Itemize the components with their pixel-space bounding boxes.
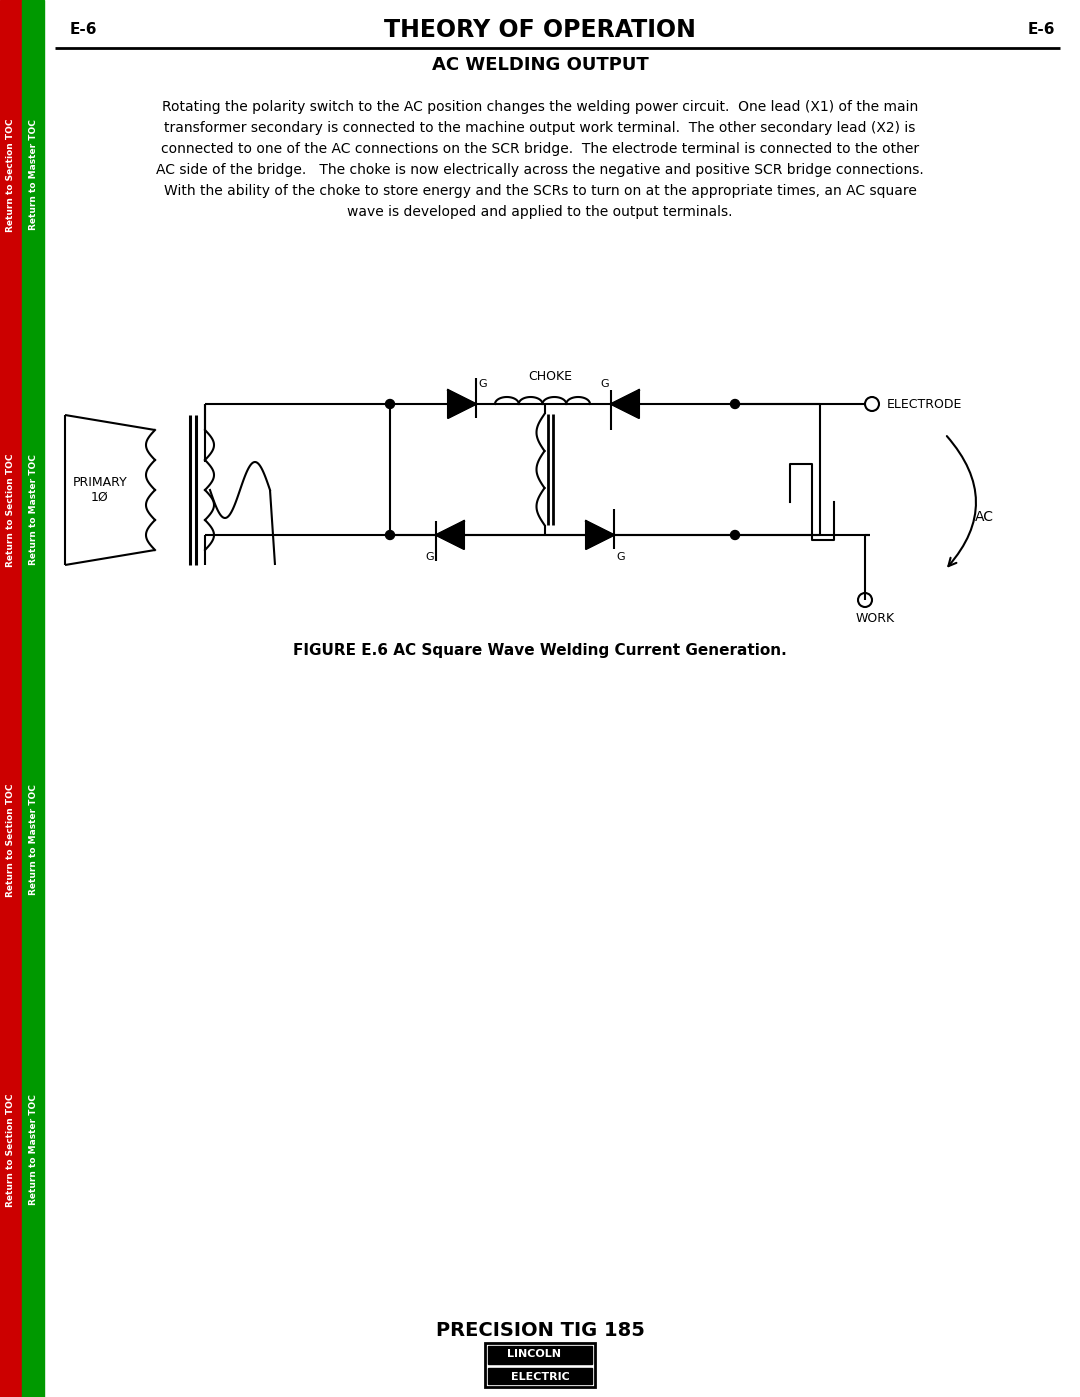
Bar	[488, 1368, 592, 1384]
Bar	[0, 0, 22, 1397]
Bar	[22, 0, 44, 1397]
Text: AC WELDING OUTPUT: AC WELDING OUTPUT	[432, 56, 648, 74]
Bar	[485, 1343, 595, 1387]
Polygon shape	[448, 390, 476, 418]
FancyArrowPatch shape	[947, 436, 976, 566]
Text: FIGURE E.6 AC Square Wave Welding Current Generation.: FIGURE E.6 AC Square Wave Welding Curren…	[293, 643, 787, 658]
Circle shape	[730, 531, 740, 539]
Text: PRIMARY
1Ø: PRIMARY 1Ø	[72, 476, 127, 504]
Text: G: G	[478, 379, 487, 388]
Text: Return to Section TOC: Return to Section TOC	[6, 119, 15, 232]
Text: ELECTRIC: ELECTRIC	[511, 1372, 569, 1382]
Circle shape	[386, 400, 394, 408]
Text: transformer secondary is connected to the machine output work terminal.  The oth: transformer secondary is connected to th…	[164, 122, 916, 136]
Text: E-6: E-6	[1027, 22, 1055, 38]
Text: THEORY OF OPERATION: THEORY OF OPERATION	[384, 18, 696, 42]
Polygon shape	[586, 521, 615, 549]
Bar	[488, 1345, 592, 1363]
Text: G: G	[600, 379, 609, 388]
Text: WORK: WORK	[855, 612, 894, 624]
Text: wave is developed and applied to the output terminals.: wave is developed and applied to the out…	[348, 205, 732, 219]
Text: AC: AC	[975, 510, 994, 524]
Text: Return to Section TOC: Return to Section TOC	[6, 784, 15, 897]
Polygon shape	[436, 521, 464, 549]
Text: connected to one of the AC connections on the SCR bridge.  The electrode termina: connected to one of the AC connections o…	[161, 142, 919, 156]
Text: Return to Master TOC: Return to Master TOC	[28, 785, 38, 895]
Text: Return to Master TOC: Return to Master TOC	[28, 120, 38, 231]
Text: With the ability of the choke to store energy and the SCRs to turn on at the app: With the ability of the choke to store e…	[163, 184, 917, 198]
Text: CHOKE: CHOKE	[528, 369, 572, 383]
Text: Rotating the polarity switch to the AC position changes the welding power circui: Rotating the polarity switch to the AC p…	[162, 101, 918, 115]
Polygon shape	[611, 390, 639, 418]
Circle shape	[386, 531, 394, 539]
Text: ELECTRODE: ELECTRODE	[887, 398, 962, 411]
Circle shape	[730, 400, 740, 408]
Text: G: G	[426, 552, 434, 562]
Text: AC side of the bridge.   The choke is now electrically across the negative and p: AC side of the bridge. The choke is now …	[157, 163, 923, 177]
Text: PRECISION TIG 185: PRECISION TIG 185	[435, 1320, 645, 1340]
Text: Return to Section TOC: Return to Section TOC	[6, 453, 15, 567]
Text: E-6: E-6	[70, 22, 97, 38]
Text: Return to Master TOC: Return to Master TOC	[28, 454, 38, 566]
Text: G: G	[616, 552, 624, 562]
Text: Return to Section TOC: Return to Section TOC	[6, 1094, 15, 1207]
Text: LINCOLN: LINCOLN	[507, 1350, 561, 1359]
Text: ®: ®	[579, 1345, 588, 1355]
Text: Return to Master TOC: Return to Master TOC	[28, 1095, 38, 1206]
